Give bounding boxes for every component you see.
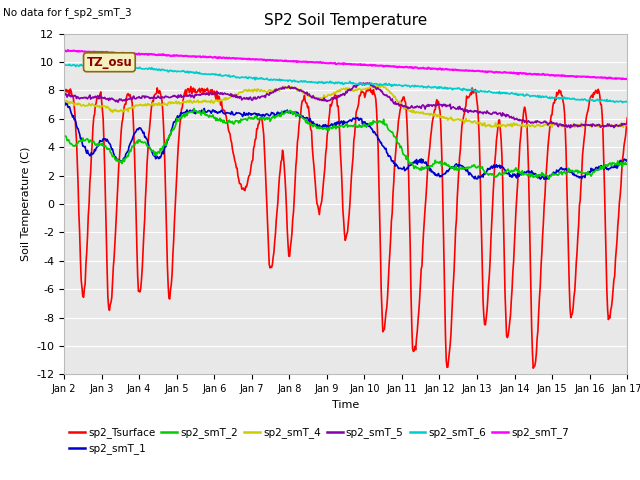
sp2_smT_1 xyxy=(415,159,422,165)
sp2_smT_1 xyxy=(129,134,137,140)
sp2_smT_7 xyxy=(186,54,194,60)
Line: sp2_Tsurface: sp2_Tsurface xyxy=(64,86,627,368)
Title: SP2 Soil Temperature: SP2 Soil Temperature xyxy=(264,13,428,28)
sp2_smT_7 xyxy=(60,48,68,54)
sp2_smT_2 xyxy=(186,109,193,115)
sp2_smT_6 xyxy=(66,61,74,67)
Y-axis label: Soil Temperature (C): Soil Temperature (C) xyxy=(20,147,31,261)
Line: sp2_smT_5: sp2_smT_5 xyxy=(64,83,627,128)
sp2_smT_2 xyxy=(60,133,68,139)
sp2_smT_4 xyxy=(60,97,68,103)
sp2_smT_1 xyxy=(61,100,68,106)
sp2_smT_7 xyxy=(216,55,224,60)
sp2_smT_6 xyxy=(623,98,631,104)
sp2_smT_1 xyxy=(431,172,439,178)
sp2_smT_4 xyxy=(186,99,193,105)
sp2_smT_5 xyxy=(415,105,422,110)
sp2_smT_2 xyxy=(623,162,631,168)
Text: TZ_osu: TZ_osu xyxy=(86,56,132,69)
sp2_Tsurface xyxy=(216,97,224,103)
sp2_smT_5 xyxy=(364,80,371,86)
sp2_smT_4 xyxy=(70,103,78,108)
sp2_smT_6 xyxy=(431,84,439,90)
sp2_smT_2 xyxy=(128,143,136,149)
sp2_smT_1 xyxy=(60,100,68,106)
sp2_smT_5 xyxy=(566,125,574,131)
sp2_smT_5 xyxy=(70,93,78,99)
sp2_smT_6 xyxy=(129,64,137,70)
sp2_smT_7 xyxy=(623,76,631,82)
sp2_smT_6 xyxy=(216,71,224,77)
sp2_Tsurface xyxy=(128,100,136,106)
sp2_smT_7 xyxy=(64,47,72,53)
sp2_smT_4 xyxy=(431,111,439,117)
sp2_smT_6 xyxy=(619,100,627,106)
sp2_Tsurface xyxy=(186,90,193,96)
X-axis label: Time: Time xyxy=(332,400,359,409)
sp2_smT_6 xyxy=(415,84,422,89)
sp2_smT_1 xyxy=(71,117,79,122)
sp2_smT_6 xyxy=(71,62,79,68)
sp2_smT_4 xyxy=(522,125,530,131)
sp2_smT_1 xyxy=(623,157,631,163)
sp2_smT_2 xyxy=(545,176,553,182)
sp2_Tsurface xyxy=(70,103,78,109)
sp2_smT_6 xyxy=(60,61,68,67)
sp2_smT_4 xyxy=(128,105,136,110)
sp2_smT_4 xyxy=(378,82,385,87)
sp2_smT_1 xyxy=(540,177,548,182)
sp2_smT_7 xyxy=(415,66,422,72)
sp2_smT_5 xyxy=(60,89,68,95)
sp2_smT_5 xyxy=(128,96,136,102)
sp2_smT_2 xyxy=(431,157,439,163)
Line: sp2_smT_2: sp2_smT_2 xyxy=(64,108,627,179)
Text: No data for f_sp2_smT_3: No data for f_sp2_smT_3 xyxy=(3,7,132,18)
sp2_Tsurface xyxy=(431,107,439,112)
sp2_Tsurface xyxy=(60,84,68,90)
sp2_smT_7 xyxy=(129,51,137,57)
sp2_Tsurface xyxy=(623,115,631,121)
sp2_smT_2 xyxy=(70,143,78,149)
sp2_Tsurface xyxy=(529,365,537,371)
sp2_smT_5 xyxy=(623,121,631,127)
sp2_smT_2 xyxy=(216,115,224,121)
sp2_smT_1 xyxy=(186,108,194,113)
sp2_smT_4 xyxy=(415,109,422,115)
sp2_Tsurface xyxy=(187,84,195,89)
sp2_smT_7 xyxy=(431,66,439,72)
sp2_smT_7 xyxy=(71,48,79,54)
Line: sp2_smT_6: sp2_smT_6 xyxy=(64,64,627,103)
sp2_smT_2 xyxy=(415,166,422,171)
sp2_smT_4 xyxy=(215,99,223,105)
sp2_smT_6 xyxy=(186,69,194,74)
sp2_Tsurface xyxy=(415,308,422,314)
Line: sp2_smT_4: sp2_smT_4 xyxy=(64,84,627,128)
sp2_smT_2 xyxy=(190,106,198,111)
sp2_smT_4 xyxy=(623,122,631,128)
Line: sp2_smT_1: sp2_smT_1 xyxy=(64,103,627,180)
sp2_smT_1 xyxy=(216,109,224,115)
sp2_smT_5 xyxy=(431,103,439,109)
Legend: sp2_Tsurface, sp2_smT_1, sp2_smT_2, sp2_smT_4, sp2_smT_5, sp2_smT_6, sp2_smT_7: sp2_Tsurface, sp2_smT_1, sp2_smT_2, sp2_… xyxy=(69,427,569,455)
sp2_smT_5 xyxy=(215,91,223,96)
sp2_smT_5 xyxy=(186,92,193,98)
Line: sp2_smT_7: sp2_smT_7 xyxy=(64,50,627,79)
